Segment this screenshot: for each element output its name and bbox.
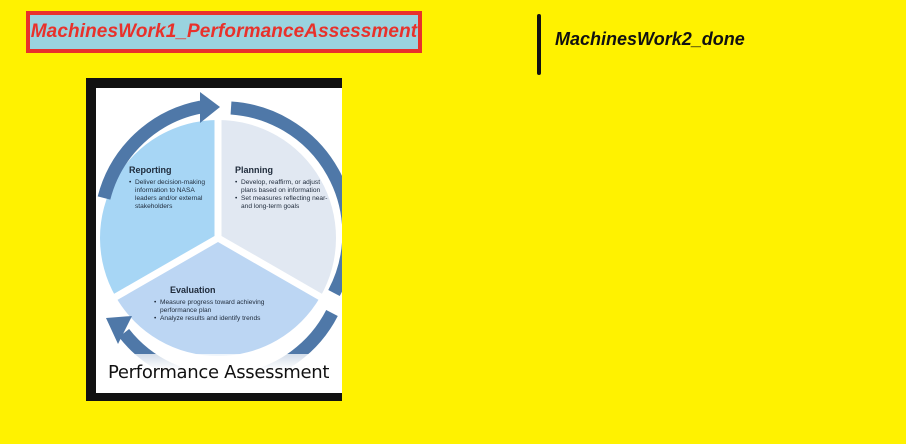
evaluation-bullet-1: Measure progress toward achieving perfor…: [154, 299, 286, 315]
tab-machines-work-2[interactable]: MachinesWork2_done: [555, 29, 745, 49]
evaluation-bullets: Measure progress toward achieving perfor…: [154, 299, 286, 323]
tab-performance-assessment[interactable]: MachinesWork1_PerformanceAssessment: [26, 11, 422, 53]
evaluation-bullet-2: Analyze results and identify trends: [154, 315, 286, 323]
planning-title: Planning: [235, 165, 273, 175]
cycle-arrow-top: [97, 100, 203, 200]
tab-divider: [537, 14, 541, 75]
planning-bullet-2: Set measures reflecting near- and long-t…: [235, 195, 335, 211]
figure-canvas: Reporting Deliver decision-making inform…: [96, 88, 342, 393]
figure-caption: Performance Assessment: [108, 362, 330, 383]
cycle-arrow-top-head: [200, 92, 220, 123]
cycle-diagram: [97, 92, 342, 388]
reporting-bullet-1: Deliver decision-making information to N…: [129, 179, 217, 211]
cycle-arrow-right: [230, 101, 342, 297]
caption-bar: [96, 354, 342, 393]
reporting-title: Reporting: [129, 165, 172, 175]
reporting-bullets: Deliver decision-making information to N…: [129, 179, 217, 211]
planning-bullet-1: Develop, reaffirm, or adjust plans based…: [235, 179, 335, 195]
performance-assessment-figure: Reporting Deliver decision-making inform…: [86, 78, 342, 401]
cycle-arrow-bottom-head: [106, 316, 132, 344]
planning-bullets: Develop, reaffirm, or adjust plans based…: [235, 179, 335, 211]
tab-performance-assessment-label: MachinesWork1_PerformanceAssessment: [30, 21, 418, 42]
evaluation-title: Evaluation: [170, 285, 216, 295]
